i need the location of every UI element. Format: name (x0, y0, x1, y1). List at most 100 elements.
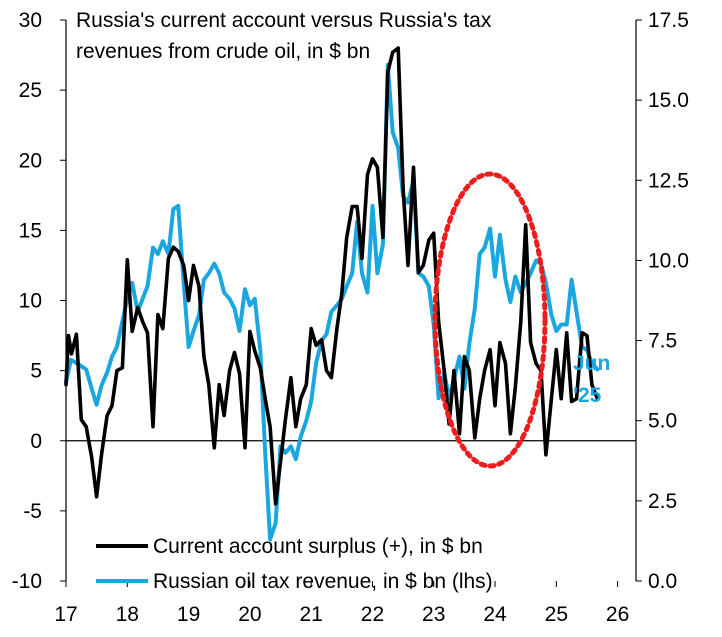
data-point-current-account (157, 313, 159, 316)
data-point-current-account (402, 187, 404, 190)
data-point-current-account (463, 355, 466, 358)
data-point-oil-tax (141, 298, 144, 300)
data-point-current-account (65, 383, 67, 386)
left-tick-label: 0 (30, 430, 42, 453)
data-point-oil-tax (70, 359, 72, 361)
data-point-oil-tax (208, 272, 210, 275)
data-point-current-account (152, 425, 154, 428)
data-point-oil-tax (565, 323, 568, 326)
data-point-current-account (514, 386, 517, 389)
data-point-oil-tax (550, 314, 553, 316)
data-point-oil-tax (131, 282, 133, 284)
data-point-oil-tax (325, 333, 328, 336)
data-point-current-account (131, 330, 133, 333)
data-point-oil-tax (437, 397, 440, 400)
data-point-oil-tax (182, 282, 185, 284)
x-tick-label: 20 (238, 603, 261, 626)
data-point-current-account (382, 236, 384, 239)
data-point-current-account (192, 264, 195, 267)
data-point-current-account (555, 348, 558, 351)
data-point-oil-tax (162, 240, 164, 242)
data-point-oil-tax (483, 246, 486, 249)
data-point-current-account (259, 367, 262, 369)
data-point-oil-tax (244, 288, 246, 291)
data-point-oil-tax (524, 282, 527, 284)
data-point-current-account (407, 264, 409, 267)
data-point-current-account (269, 425, 271, 428)
data-point-oil-tax (238, 330, 241, 332)
data-point-oil-tax (177, 205, 179, 207)
x-tick-label: 22 (361, 603, 384, 626)
left-tick-label: 10 (19, 290, 42, 313)
data-point-oil-tax (560, 323, 562, 326)
data-point-current-account (361, 257, 363, 260)
x-tick-label: 24 (483, 603, 507, 626)
data-point-current-account (290, 376, 292, 379)
x-tick-label: 21 (299, 603, 322, 626)
data-point-current-account (504, 362, 507, 365)
axes: 30 25 20 15 10 5 0 -5 -10 17.5 15.0 12.5 10.0 7.5 5.0 2… (12, 9, 689, 626)
data-point-current-account (162, 327, 164, 330)
data-point-current-account (136, 306, 139, 309)
data-point-current-account (428, 239, 430, 241)
data-point-oil-tax (299, 435, 302, 438)
data-point-current-account (550, 397, 553, 400)
data-point-oil-tax (382, 243, 384, 246)
data-point-current-account (325, 369, 328, 372)
x-tick-label: 18 (116, 603, 139, 626)
data-point-oil-tax (310, 400, 313, 403)
data-point-oil-tax (468, 343, 471, 345)
data-point-oil-tax (458, 355, 461, 358)
data-point-current-account (351, 205, 354, 208)
data-point-oil-tax (422, 275, 425, 278)
data-point-current-account (146, 332, 149, 334)
title-line-1: Russia's current account versus Russia's… (76, 9, 492, 32)
data-point-current-account (264, 397, 267, 400)
x-tick-label: 25 (545, 603, 568, 626)
data-point-current-account (85, 425, 87, 428)
data-point-current-account (90, 456, 93, 459)
right-tick-label: 15.0 (648, 89, 689, 112)
data-point-current-account (177, 250, 179, 253)
data-point-current-account (95, 496, 98, 498)
data-point-current-account (545, 454, 547, 456)
data-point-current-account (167, 257, 170, 260)
data-point-current-account (412, 166, 415, 169)
x-tick-label: 19 (177, 603, 200, 626)
data-point-current-account (437, 320, 440, 323)
data-point-current-account (565, 332, 568, 334)
data-point-current-account (397, 47, 400, 49)
data-point-current-account (366, 173, 369, 176)
data-point-current-account (570, 400, 573, 403)
highlight-layer (432, 171, 548, 469)
data-point-current-account (341, 292, 343, 295)
data-point-current-account (417, 271, 420, 274)
data-point-current-account (468, 369, 471, 372)
data-point-current-account (100, 454, 103, 456)
data-point-oil-tax (233, 307, 236, 310)
data-point-current-account (596, 397, 599, 400)
data-point-current-account (371, 158, 374, 160)
right-tick-label: 10.0 (648, 249, 689, 272)
left-tick-label: 30 (19, 9, 42, 32)
data-point-current-account (376, 166, 379, 169)
data-point-oil-tax (187, 346, 190, 348)
left-tick-label: -5 (23, 500, 42, 523)
data-point-current-account (489, 348, 491, 351)
data-point-oil-tax (474, 307, 476, 310)
data-point-oil-tax (575, 310, 578, 313)
data-point-current-account (483, 369, 486, 372)
data-point-current-account (213, 447, 216, 449)
data-point-current-account (387, 71, 389, 73)
data-point-oil-tax (336, 304, 338, 307)
data-point-oil-tax (397, 147, 400, 149)
data-point-oil-tax (111, 355, 113, 358)
data-point-current-account (575, 397, 578, 400)
data-point-oil-tax (330, 310, 333, 313)
legend-label-oil-tax: Russian oil tax revenue, in $ bn (lhs) (153, 570, 493, 593)
data-point-current-account (422, 264, 425, 267)
data-point-oil-tax (228, 298, 231, 300)
data-point-current-account (299, 397, 302, 400)
data-point-oil-tax (351, 272, 354, 275)
right-tick-label: 17.5 (648, 9, 689, 32)
